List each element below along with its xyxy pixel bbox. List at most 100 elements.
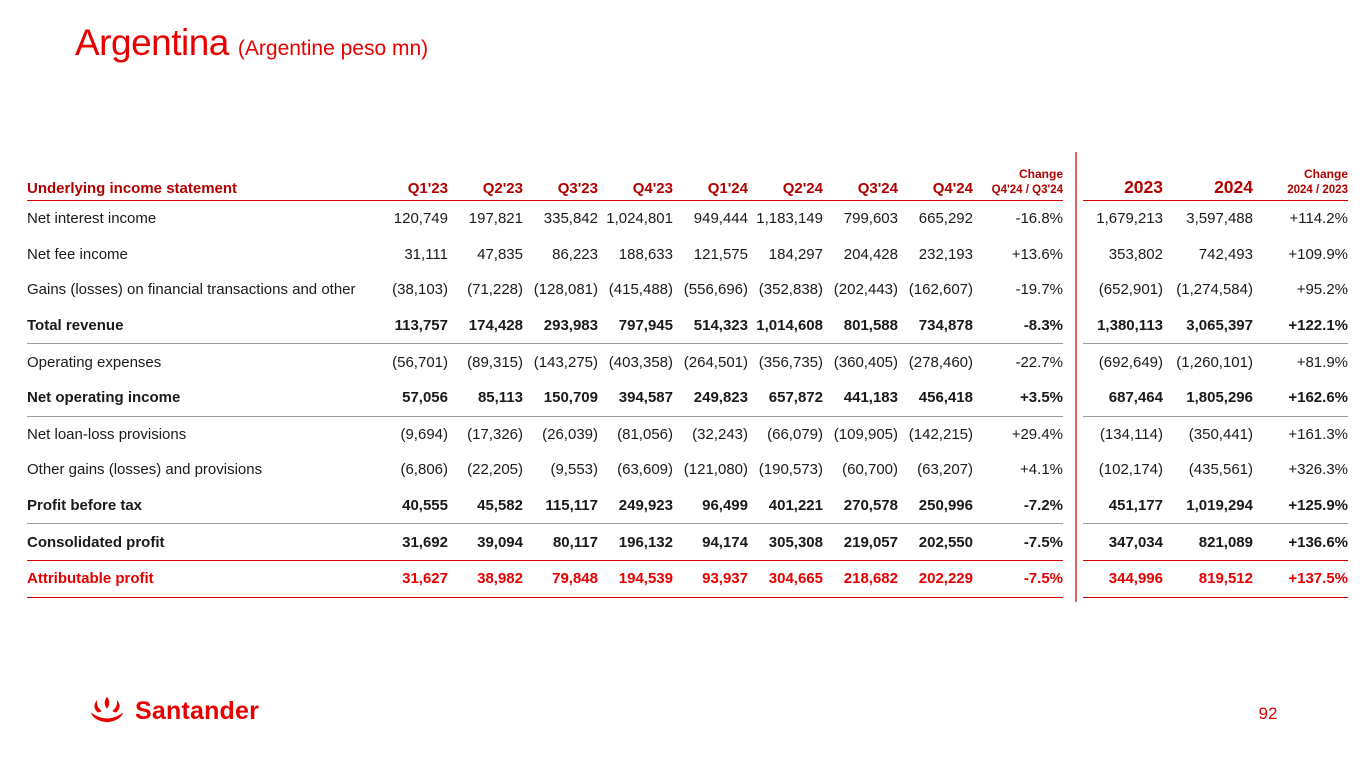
quarter-value: (22,205) xyxy=(467,461,523,479)
table-row: Profit before tax 40,555 45,582 115,117 249,… xyxy=(27,488,1348,524)
quarter-value: 514,323 xyxy=(693,317,748,335)
header-underline xyxy=(27,200,1348,201)
quarter-value: 202,550 xyxy=(918,533,973,551)
quarter-value: 196,132 xyxy=(618,533,673,551)
change-label: Change xyxy=(1018,167,1063,181)
page-number: 92 xyxy=(1258,704,1278,723)
year-2023-value: (102,174) xyxy=(1098,461,1163,479)
year-2023-value: 1,679,213 xyxy=(1096,210,1163,228)
quarter-value: 31,692 xyxy=(402,533,448,551)
year-2024-value: (350,441) xyxy=(1188,425,1253,443)
quarter-value: 121,575 xyxy=(693,245,748,263)
row-label: Net fee income xyxy=(27,245,128,263)
quarter-value: 657,872 xyxy=(768,389,823,407)
row-label: Attributable profit xyxy=(27,570,154,588)
quarter-value: 93,937 xyxy=(702,570,748,588)
quarter-value: 1,014,608 xyxy=(756,317,823,335)
quarter-value: 115,117 xyxy=(545,497,598,515)
quarter-value: 219,057 xyxy=(843,533,898,551)
change-period-label: Q4'24 / Q3'24 xyxy=(991,184,1063,196)
change-yoy-value: +109.9% xyxy=(1288,245,1348,263)
table-row: Other gains (losses) and provisions (6,80… xyxy=(27,452,1348,488)
change-qoq-value: -7.5% xyxy=(1023,570,1063,588)
quarter-value: 801,588 xyxy=(843,317,898,335)
change-yoy-value: +326.3% xyxy=(1288,461,1348,479)
quarter-value: 202,229 xyxy=(918,570,973,588)
change-label: Change xyxy=(1303,167,1348,181)
quarter-value: 31,627 xyxy=(402,570,448,588)
quarter-value: (81,056) xyxy=(617,425,673,443)
table-row: Total revenue 113,757 174,428 293,983 797,94… xyxy=(27,308,1348,344)
row-separator xyxy=(27,415,1348,417)
year-2023-value: (652,901) xyxy=(1098,281,1163,299)
change-qoq-value: -8.3% xyxy=(1023,317,1063,335)
change-qoq-value: -7.5% xyxy=(1023,533,1063,551)
quarter-value: 949,444 xyxy=(693,210,748,228)
quarter-value: 249,823 xyxy=(693,389,748,407)
quarter-value: 305,308 xyxy=(768,533,823,551)
year-2024-value: (1,260,101) xyxy=(1176,353,1253,371)
col-header-2023: 2023 xyxy=(1124,177,1163,197)
year-2023-value: 344,996 xyxy=(1108,570,1163,588)
quarter-value: 335,842 xyxy=(543,210,598,228)
quarter-value: 45,582 xyxy=(477,497,523,515)
quarter-value: 120,749 xyxy=(393,210,448,228)
change-yoy-value: +137.5% xyxy=(1288,570,1348,588)
col-header-q4-23: Q4'23 xyxy=(632,180,673,197)
row-label: Net operating income xyxy=(27,389,181,407)
quarter-value: (264,501) xyxy=(683,353,748,371)
change-yoy-value: +95.2% xyxy=(1296,281,1348,299)
col-header-q3-23: Q3'23 xyxy=(557,180,598,197)
quarter-value: (190,573) xyxy=(758,461,823,479)
quarter-value: (60,700) xyxy=(842,461,898,479)
col-header-q1-24: Q1'24 xyxy=(707,180,748,197)
quarter-value: 79,848 xyxy=(552,570,598,588)
change-period-label: 2024 / 2023 xyxy=(1287,184,1348,196)
quarter-value: 94,174 xyxy=(702,533,748,551)
quarter-value: 1,024,801 xyxy=(606,210,673,228)
quarter-value: 40,555 xyxy=(402,497,448,515)
quarter-value: 204,428 xyxy=(843,245,898,263)
page-subtitle: (Argentine peso mn) xyxy=(237,37,429,60)
quarter-value: (556,696) xyxy=(683,281,748,299)
year-2024-value: 742,493 xyxy=(1198,245,1253,263)
quarter-value: (56,701) xyxy=(392,353,448,371)
quarter-value: 38,982 xyxy=(477,570,523,588)
row-separator xyxy=(27,343,1348,345)
quarter-value: 85,113 xyxy=(477,389,523,407)
year-2024-value: 1,019,294 xyxy=(1186,497,1253,515)
quarter-value: 86,223 xyxy=(552,245,598,263)
table-title: Underlying income statement xyxy=(27,180,238,197)
quarter-value: (142,215) xyxy=(908,425,973,443)
quarter-value: 734,878 xyxy=(918,317,973,335)
page-title-block: Argentina (Argentine peso mn) xyxy=(75,22,428,64)
row-label: Net loan-loss provisions xyxy=(27,425,187,443)
table-row: Net loan-loss provisions (9,694) (17,326) (… xyxy=(27,417,1348,453)
table-row: Attributable profit 31,627 38,982 79,848 194… xyxy=(27,561,1348,597)
change-yoy-value: +122.1% xyxy=(1288,317,1348,335)
quarter-value: 197,821 xyxy=(468,210,523,228)
table-row: Net operating income 57,056 85,113 150,709 3… xyxy=(27,380,1348,416)
quarter-value: (9,553) xyxy=(550,461,598,479)
change-qoq-value: -7.2% xyxy=(1023,497,1063,515)
quarter-value: (352,838) xyxy=(758,281,823,299)
quarter-value: 39,094 xyxy=(477,533,523,551)
quarter-value: 394,587 xyxy=(618,389,673,407)
change-yoy-value: +125.9% xyxy=(1288,497,1348,515)
row-label: Other gains (losses) and provisions xyxy=(27,461,263,479)
quarter-value: 80,117 xyxy=(552,533,598,551)
year-2024-value: 3,597,488 xyxy=(1186,210,1253,228)
col-header-change-qoq: Change Q4'24 / Q3'24 xyxy=(973,167,1063,200)
year-2024-value: 819,512 xyxy=(1198,570,1253,588)
quarter-value: (32,243) xyxy=(692,425,748,443)
year-2023-value: 451,177 xyxy=(1108,497,1163,515)
change-qoq-value: -22.7% xyxy=(1015,353,1063,371)
quarter-value: (109,905) xyxy=(833,425,898,443)
row-label: Profit before tax xyxy=(27,497,143,515)
quarter-value: (128,081) xyxy=(533,281,598,299)
quarter-value: 401,221 xyxy=(768,497,823,515)
quarter-value: 232,193 xyxy=(918,245,973,263)
table-row: Net interest income 120,749 197,821 335,842… xyxy=(27,201,1348,237)
table-body: Net interest income 120,749 197,821 335,842… xyxy=(27,201,1348,598)
